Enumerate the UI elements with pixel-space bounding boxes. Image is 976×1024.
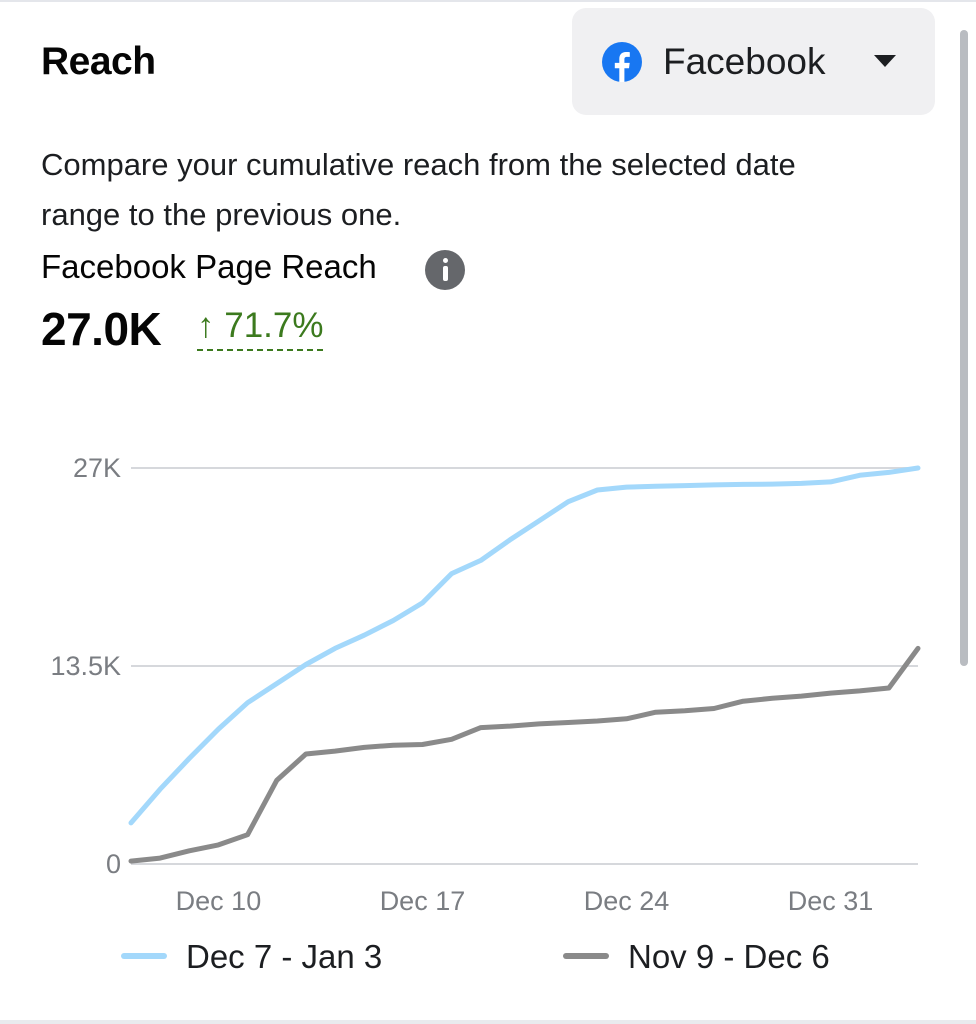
metric-value: 27.0K xyxy=(41,303,162,355)
platform-dropdown[interactable]: Facebook xyxy=(572,8,935,115)
card-description: Compare your cumulative reach from the s… xyxy=(41,140,941,240)
caret-down-icon xyxy=(874,55,896,67)
metric-title: Facebook Page Reach xyxy=(41,248,377,285)
card-title: Reach xyxy=(41,40,156,83)
info-icon[interactable] xyxy=(425,250,465,290)
y-tick-label: 27K xyxy=(73,453,121,483)
y-tick-label: 0 xyxy=(106,849,121,879)
x-tick-label: Dec 24 xyxy=(584,886,670,916)
bottom-divider xyxy=(0,1020,976,1024)
legend-item[interactable]: Dec 7 - Jan 3 xyxy=(121,938,382,975)
metric-change[interactable]: ↑ 71.7% xyxy=(197,306,324,351)
description-line-2: range to the previous one. xyxy=(41,197,402,232)
top-divider xyxy=(0,0,976,2)
series-line[interactable] xyxy=(128,645,921,864)
facebook-icon xyxy=(602,42,642,82)
x-tick-label: Dec 10 xyxy=(176,886,262,916)
y-tick-label: 13.5K xyxy=(50,651,121,681)
series-line[interactable] xyxy=(128,465,921,826)
reach-line-chart: 0 13.5K 27K Dec 10 Dec 17 Dec 24 Dec 31 Dec 7… xyxy=(50,453,921,975)
legend-item[interactable]: Nov 9 - Dec 6 xyxy=(563,938,830,975)
x-tick-label: Dec 17 xyxy=(380,886,466,916)
legend-label: Nov 9 - Dec 6 xyxy=(628,938,830,975)
description-line-1: Compare your cumulative reach from the s… xyxy=(41,147,796,182)
platform-label: Facebook xyxy=(663,41,826,82)
legend-label: Dec 7 - Jan 3 xyxy=(186,938,382,975)
scrollbar[interactable] xyxy=(960,30,968,666)
x-tick-label: Dec 31 xyxy=(788,886,874,916)
